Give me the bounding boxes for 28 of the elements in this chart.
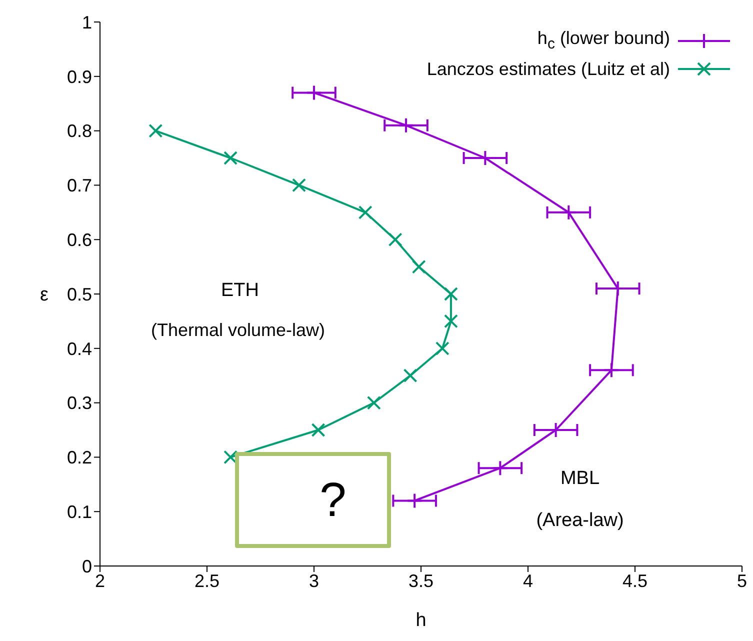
frame-box: ?	[235, 452, 391, 548]
y-tick-label: 0.2	[66, 448, 92, 468]
x-tick-label: 3.5	[408, 570, 434, 591]
legend-label: h$_{c}$ (lower bound)	[537, 27, 670, 55]
y-tick-label: 0.4	[66, 338, 92, 359]
annotation: MBL	[560, 468, 600, 490]
annotation: (Thermal volume-law)	[150, 320, 326, 341]
legend-label: Lanczos estimates (Luitz et al)	[426, 58, 670, 81]
x-tick-label: 2	[94, 570, 106, 591]
x-axis-title: h	[416, 610, 426, 631]
y-tick-label: 0.6	[66, 230, 92, 250]
annotation: (Area-law)	[536, 510, 624, 532]
y-tick-label: 0.8	[66, 121, 92, 142]
y-tick-label: 0.7	[66, 176, 92, 196]
x-tick-label: 3	[308, 570, 320, 591]
y-axis-title: ε	[40, 284, 49, 306]
annotation: ?	[320, 472, 346, 528]
y-tick-label: 0.1	[66, 502, 92, 522]
x-tick-label: 4.5	[622, 570, 648, 591]
x-tick-label: 2.5	[194, 570, 220, 591]
y-tick-label: 0.5	[66, 284, 92, 304]
x-tick-label: 5	[736, 570, 748, 591]
y-tick-label: 0.9	[66, 66, 92, 87]
annotation: ETH	[221, 280, 259, 302]
y-tick-label: 0.3	[66, 393, 92, 414]
x-tick-label: 4	[522, 570, 534, 591]
y-tick-label: 0	[82, 556, 92, 576]
y-tick-label: 1	[82, 12, 92, 32]
